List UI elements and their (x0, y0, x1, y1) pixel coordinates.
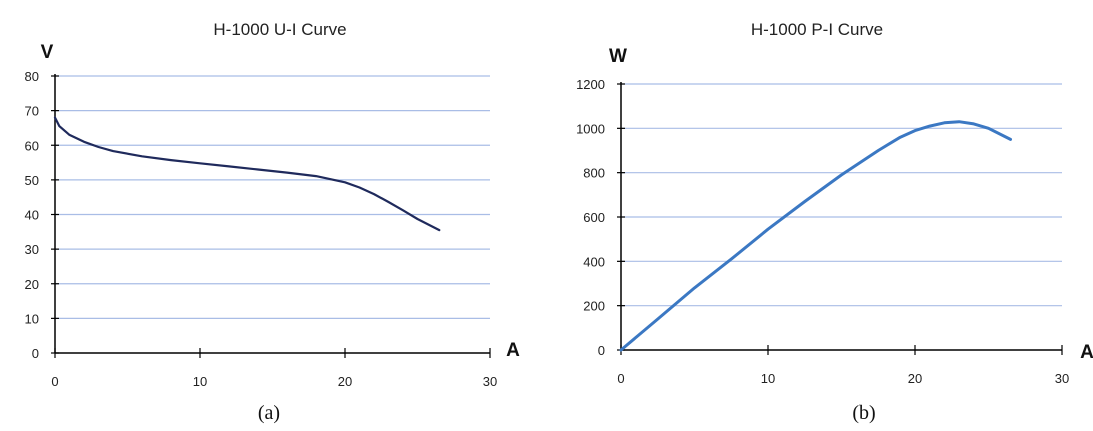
chart-b-title: H-1000 P-I Curve (751, 20, 883, 39)
chart-b-grid (621, 83, 1062, 307)
chart-b-ticks: 0 200 400 600 800 1000 1200 0 10 20 30 (576, 77, 1069, 386)
chart-a-axes (54, 74, 490, 354)
chart-b-y-tick-label: 800 (583, 166, 605, 181)
chart-a-y-tick-label: 10 (25, 311, 39, 326)
chart-a-grid (55, 75, 490, 319)
chart-b-y-tick-label: 1200 (576, 77, 605, 92)
chart-p-i-curve: H-1000 P-I Curve W A 0200400600800100012… (576, 20, 1093, 424)
chart-b-axes (620, 82, 1062, 351)
chart-b-x-tick-label: 0 (617, 371, 624, 386)
chart-b-series (619, 120, 1012, 352)
chart-b-y-tick-label: 200 (583, 299, 605, 314)
chart-u-i-curve: H-1000 U-I Curve V A 0 10 20 30 40 50 60 70 80 0 1… (25, 20, 521, 424)
chart-b-caption: (b) (852, 402, 875, 424)
chart-b-y-tick-label: 0 (598, 343, 605, 358)
chart-b-y-tick-label: 600 (583, 210, 605, 225)
chart-a-y-tick-label: 40 (25, 208, 39, 223)
chart-a-y-tick-label: 70 (25, 104, 39, 119)
chart-b-x-tick-label: 10 (761, 371, 775, 386)
chart-a-x-tick-label: 30 (483, 374, 497, 389)
chart-b-y-tick-label: 400 (583, 254, 605, 269)
chart-a-x-tick-label: 0 (51, 374, 58, 389)
chart-b-y-tick-label: 1000 (576, 121, 605, 136)
chart-b-x-tick-label: 30 (1055, 371, 1069, 386)
chart-b-x-unit: A (1080, 342, 1093, 363)
chart-b-series-line (619, 120, 1012, 352)
chart-a-y-tick-label: 50 (25, 173, 39, 188)
chart-b-x-tick-label: 20 (908, 371, 922, 386)
chart-a-y-tick-label: 20 (25, 277, 39, 292)
chart-a-x-tick-label: 10 (193, 374, 207, 389)
chart-b-y-unit: W (609, 46, 627, 67)
chart-a-x-tick-label: 20 (338, 374, 352, 389)
chart-a-ticks: 0 10 20 30 40 50 60 70 80 0 10 20 30 (25, 69, 498, 389)
chart-a-x-unit: A (506, 340, 520, 361)
chart-a-y-unit: V (41, 42, 54, 63)
chart-a-y-tick-label: 60 (25, 138, 39, 153)
chart-a-y-tick-label: 0 (32, 346, 39, 361)
chart-a-title: H-1000 U-I Curve (213, 20, 346, 39)
chart-a-series-line (53, 116, 441, 232)
chart-a-series (53, 116, 441, 232)
chart-a-y-tick-label: 30 (25, 242, 39, 257)
chart-a-y-tick-label: 80 (25, 69, 39, 84)
chart-a-caption: (a) (258, 402, 280, 424)
